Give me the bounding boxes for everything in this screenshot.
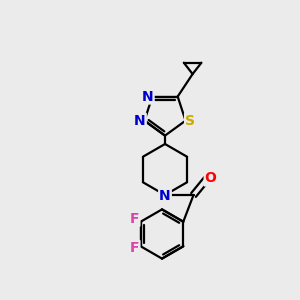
Text: F: F [130, 241, 140, 255]
Text: N: N [134, 114, 146, 128]
Text: F: F [130, 212, 140, 226]
Text: O: O [205, 172, 217, 185]
Text: N: N [142, 89, 154, 103]
Text: N: N [159, 190, 171, 203]
Text: S: S [185, 114, 195, 128]
